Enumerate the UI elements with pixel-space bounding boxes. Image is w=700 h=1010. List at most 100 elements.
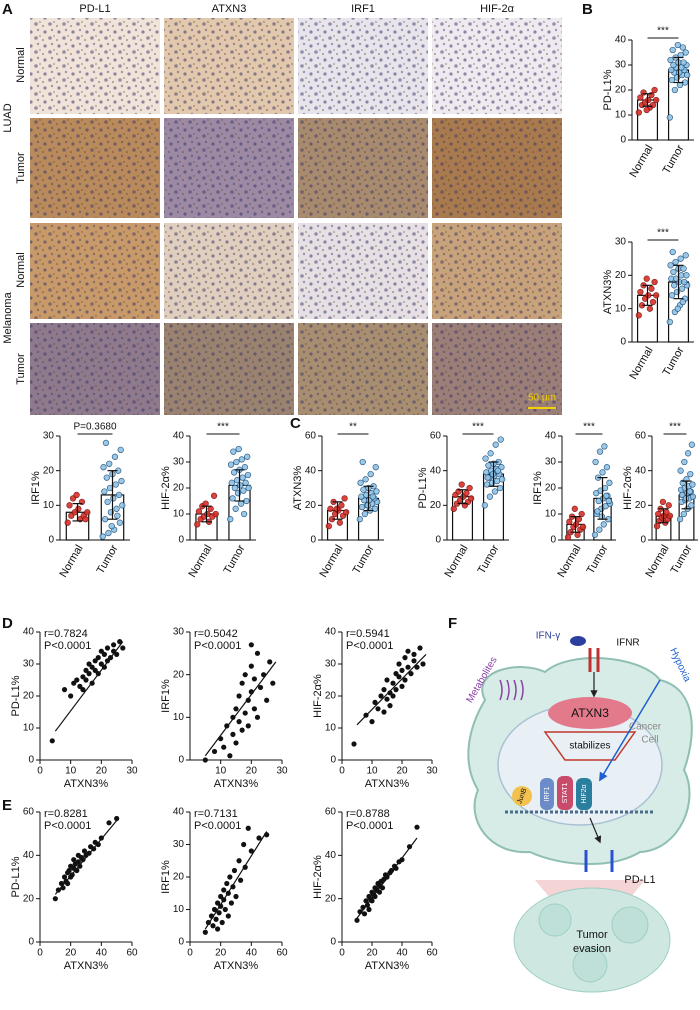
- x-tick-label: 10: [65, 766, 77, 777]
- data-point: [256, 835, 262, 841]
- data-point: [671, 282, 678, 289]
- y-tick-label: 0: [620, 337, 626, 348]
- diagram-label: ATXN3: [571, 706, 609, 720]
- data-point: [491, 488, 499, 495]
- data-point: [393, 687, 399, 693]
- y-tick-label: 40: [635, 465, 647, 476]
- histology-texture: [30, 118, 160, 218]
- data-point: [665, 502, 672, 509]
- data-point: [369, 719, 375, 725]
- x-tick-label: 40: [96, 948, 108, 959]
- data-point: [414, 824, 420, 830]
- y-tick-label: 20: [615, 270, 627, 281]
- data-point: [603, 464, 611, 471]
- data-point: [482, 455, 489, 462]
- data-point: [688, 502, 695, 509]
- panel-label: D: [2, 615, 13, 632]
- data-point: [674, 305, 681, 312]
- y-tick-label: 40: [545, 431, 557, 442]
- panel-label: E: [2, 797, 12, 814]
- data-point: [450, 505, 457, 512]
- data-point: [669, 248, 676, 256]
- data-point: [341, 495, 348, 502]
- data-point: [86, 671, 92, 677]
- data-point: [242, 479, 249, 486]
- data-point: [458, 481, 465, 488]
- data-point: [245, 697, 251, 703]
- data-point: [405, 664, 411, 670]
- data-point: [659, 498, 667, 506]
- histology-texture: [298, 18, 428, 114]
- p-value-label: P<0.0001: [194, 820, 241, 832]
- significance-label: ***: [657, 228, 669, 239]
- data-point: [645, 96, 652, 104]
- data-point: [227, 516, 234, 523]
- data-point: [231, 867, 238, 874]
- data-point: [420, 661, 426, 667]
- fit-line: [54, 641, 124, 732]
- data-point: [248, 642, 254, 648]
- data-point: [240, 510, 248, 518]
- histology-texture: [164, 18, 294, 114]
- data-point: [683, 272, 690, 279]
- data-point: [674, 41, 681, 49]
- group-label: LUAD: [2, 103, 14, 132]
- y-tick-label: 20: [173, 483, 185, 494]
- irf1-protein: [540, 778, 554, 810]
- data-point: [414, 664, 420, 670]
- data-point: [676, 516, 684, 523]
- data-point: [373, 488, 380, 495]
- data-point: [251, 706, 257, 712]
- y-tick-label: 40: [615, 35, 627, 46]
- data-point: [680, 265, 687, 272]
- x-tick-label: Tumor: [669, 543, 695, 576]
- y-tick-label: 40: [23, 627, 35, 638]
- data-point: [233, 893, 239, 900]
- y-tick-label: 0: [330, 755, 336, 766]
- data-point: [264, 697, 270, 703]
- y-tick-label: 30: [615, 60, 627, 71]
- data-point: [227, 753, 233, 759]
- x-tick-label: Normal: [627, 345, 655, 382]
- x-tick-label: Normal: [627, 143, 655, 180]
- data-point: [381, 709, 387, 715]
- data-point: [663, 509, 670, 516]
- correlation-label: r=0.8281: [44, 808, 88, 820]
- data-point: [241, 841, 247, 848]
- data-point: [653, 292, 660, 299]
- data-point: [605, 497, 612, 505]
- histology-texture: [432, 223, 562, 319]
- y-tick-label: 60: [325, 807, 337, 818]
- diagram-label: Tumor: [576, 929, 608, 941]
- x-tick-label: Tumor: [222, 543, 248, 576]
- x-axis-label: ATXN3%: [214, 778, 259, 790]
- data-point: [251, 676, 257, 682]
- data-point: [82, 516, 89, 523]
- data-point: [356, 516, 363, 523]
- data-point: [645, 292, 652, 299]
- data-point: [643, 275, 650, 282]
- fit-line: [356, 653, 427, 726]
- data-point: [325, 522, 332, 530]
- data-point: [372, 699, 378, 706]
- data-point: [669, 46, 676, 54]
- y-tick-label: 0: [178, 937, 184, 948]
- y-tick-label: 10: [43, 500, 55, 511]
- data-point: [202, 500, 209, 507]
- data-point: [215, 926, 221, 932]
- data-point: [682, 252, 689, 259]
- x-tick-label: 0: [187, 948, 193, 959]
- data-point: [402, 655, 408, 661]
- data-point: [362, 476, 369, 483]
- diagram: IFN-γ IFNR Metabolites Hypoxia ATXN3 Can…: [465, 631, 693, 993]
- stat1-protein: [557, 776, 573, 810]
- data-point: [667, 262, 674, 269]
- data-point: [108, 522, 115, 530]
- data-point: [378, 693, 384, 699]
- data-point: [679, 44, 686, 51]
- column-header: PD-L1: [79, 3, 110, 15]
- y-tick-label: 40: [173, 807, 185, 818]
- y-axis-label: PD-L1%: [10, 675, 22, 716]
- data-point: [399, 683, 405, 690]
- scale-bar-label: 50 μm: [528, 393, 556, 404]
